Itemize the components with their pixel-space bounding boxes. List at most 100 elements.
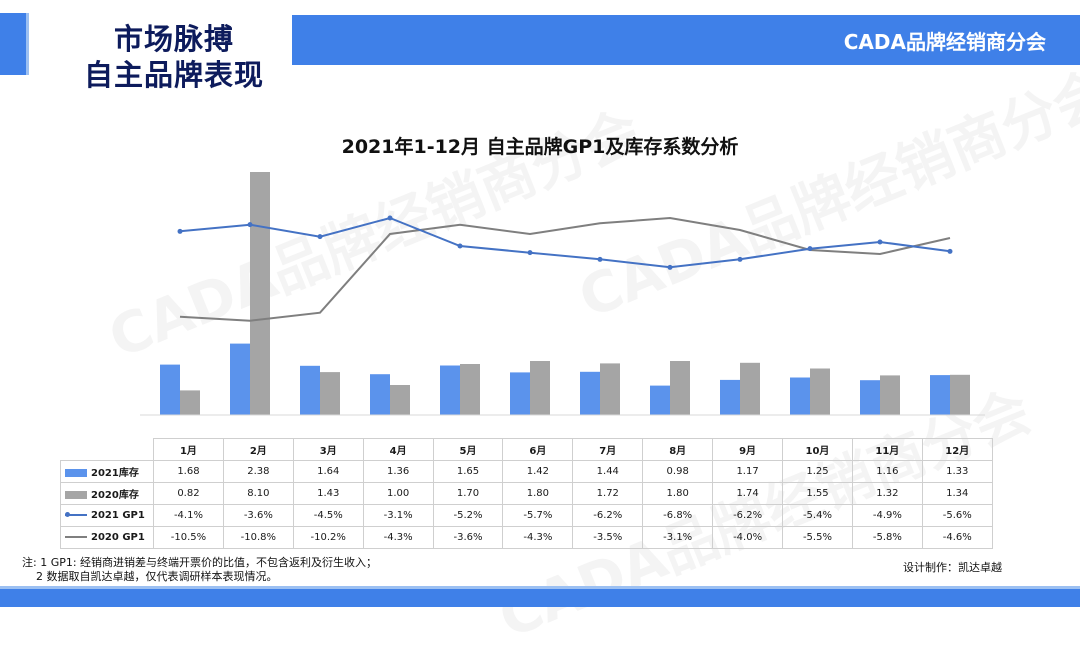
table-cell: -4.9% [851,504,923,527]
footnote-line1: 注: 1 GP1: 经销商进销差与终端开票价的比值，不包含返利及衍生收入； [22,556,378,569]
table-row: 2020 GP1 -10.5% -10.8% -10.2% -4.3% -3.6% -4.3… [60,526,993,549]
bar-2020-inventory [810,368,830,415]
bar-2021-inventory [930,375,950,415]
table-cell: -4.1% [153,504,224,527]
table-row-label: 2021 GP1 [60,504,154,527]
table-cell: 1.34 [921,482,993,505]
banner-text: CADA品牌经销商分会 [843,30,1046,54]
table-cell: -4.3% [362,526,434,549]
header-banner: CADA品牌经销商分会 [292,15,1080,65]
table-cell: -5.6% [921,504,993,527]
table-cell: -3.6% [222,504,294,527]
table-cell: -3.5% [572,526,644,549]
table-cell: -3.1% [642,526,714,549]
table-month-header: 9月 [712,438,784,461]
line-2021-gp1-point [527,250,533,256]
line-2021-gp1-point [177,228,183,234]
bar-2020-inventory [250,172,270,415]
line-2021-gp1-point [457,243,463,249]
table-header-row: 1月 2月 3月 4月 5月 6月 7月 8月 9月 10月 11月 12月 [61,438,993,461]
bar-2020-inventory [530,361,550,415]
table-cell: 1.32 [851,482,923,505]
bar-2020-inventory [320,372,340,415]
table-cell: -4.6% [921,526,993,549]
table-cell: -4.5% [292,504,364,527]
table-cell: 1.68 [153,460,224,483]
table-cell: 1.55 [782,482,853,505]
legend-swatch [65,469,87,477]
table-month-header: 4月 [362,438,434,461]
table-row: 2021库存 1.68 2.38 1.64 1.36 1.65 1.42 1.44 0.98 1.… [60,460,993,483]
footer-band-edge [0,586,1080,589]
table-row: 2021 GP1 -4.1% -3.6% -4.5% -3.1% -5.2% -5.7% -6… [60,504,993,527]
table-cell: 1.80 [502,482,574,505]
table-cell: 1.33 [921,460,993,483]
bar-2021-inventory [790,377,810,415]
table-row-label: 2020 GP1 [60,526,154,549]
table-cell: -5.2% [432,504,504,527]
table-cell: 8.10 [222,482,294,505]
legend-label: 2021 GP1 [91,510,145,521]
bar-2021-inventory [300,365,320,415]
legend-swatch [65,512,87,517]
bar-2020-inventory [390,385,410,415]
bar-2020-inventory [880,375,900,415]
table-cell: -10.5% [153,526,224,549]
line-2021-gp1-point [317,234,323,240]
bar-2021-inventory [720,379,740,415]
bar-2020-inventory [180,390,200,415]
table-cell: -3.6% [432,526,504,549]
table-cell: -5.8% [851,526,923,549]
footer-band [0,589,1080,607]
line-2021-gp1-point [387,215,393,221]
table-cell: 1.25 [782,460,853,483]
line-2021-gp1-point [947,248,953,254]
table-month-header: 10月 [782,438,853,461]
table-cell: -10.2% [292,526,364,549]
chart-title: 2021年1-12月 自主品牌GP1及库存系数分析 [341,136,739,158]
table-cell: 1.17 [712,460,784,483]
table-month-header: 3月 [292,438,364,461]
table-row-label: 2020库存 [60,482,154,505]
table-cell: 1.00 [362,482,434,505]
footnote-line2: 2 数据取自凯达卓越，仅代表调研样本表现情况。 [36,570,278,583]
line-2021-gp1-point [737,256,743,262]
table-month-header: 11月 [851,438,923,461]
legend-swatch [65,536,87,538]
bar-2021-inventory [230,343,250,415]
bar-2020-inventory [740,362,760,415]
table-month-header: 2月 [222,438,294,461]
line-2021-gp1-point [807,246,813,252]
table-cell: 1.70 [432,482,504,505]
line-2021-gp1-point [667,264,673,270]
bar-2021-inventory [860,380,880,415]
table-month-header: 12月 [921,438,993,461]
bar-2020-inventory [670,361,690,415]
line-2021-gp1-point [877,239,883,245]
table-cell: 0.82 [153,482,224,505]
legend-label: 2020 GP1 [91,532,145,543]
combo-chart [140,172,985,416]
table-cell: 0.98 [642,460,714,483]
table-cell: 1.36 [362,460,434,483]
data-table: 1月 2月 3月 4月 5月 6月 7月 8月 9月 10月 11月 12月 2021库存 1.68 2.… [60,438,993,549]
table-month-header: 8月 [642,438,714,461]
bar-2020-inventory [950,374,970,415]
table-cell: -5.4% [782,504,853,527]
table-cell: -10.8% [222,526,294,549]
bar-2021-inventory [370,374,390,415]
table-cell: 1.74 [712,482,784,505]
table-cell: -4.0% [712,526,784,549]
table-month-header: 7月 [572,438,644,461]
line-2021-gp1-point [597,256,603,262]
table-cell: 1.44 [572,460,644,483]
header-accent-bar [0,13,26,75]
legend-swatch [65,491,87,499]
table-cell: -6.2% [572,504,644,527]
line-2021-gp1 [179,216,951,269]
bar-2021-inventory [160,364,180,415]
table-cell: 1.16 [851,460,923,483]
legend-label: 2020库存 [91,490,139,501]
table-cell: -6.2% [712,504,784,527]
table-cell: -6.8% [642,504,714,527]
